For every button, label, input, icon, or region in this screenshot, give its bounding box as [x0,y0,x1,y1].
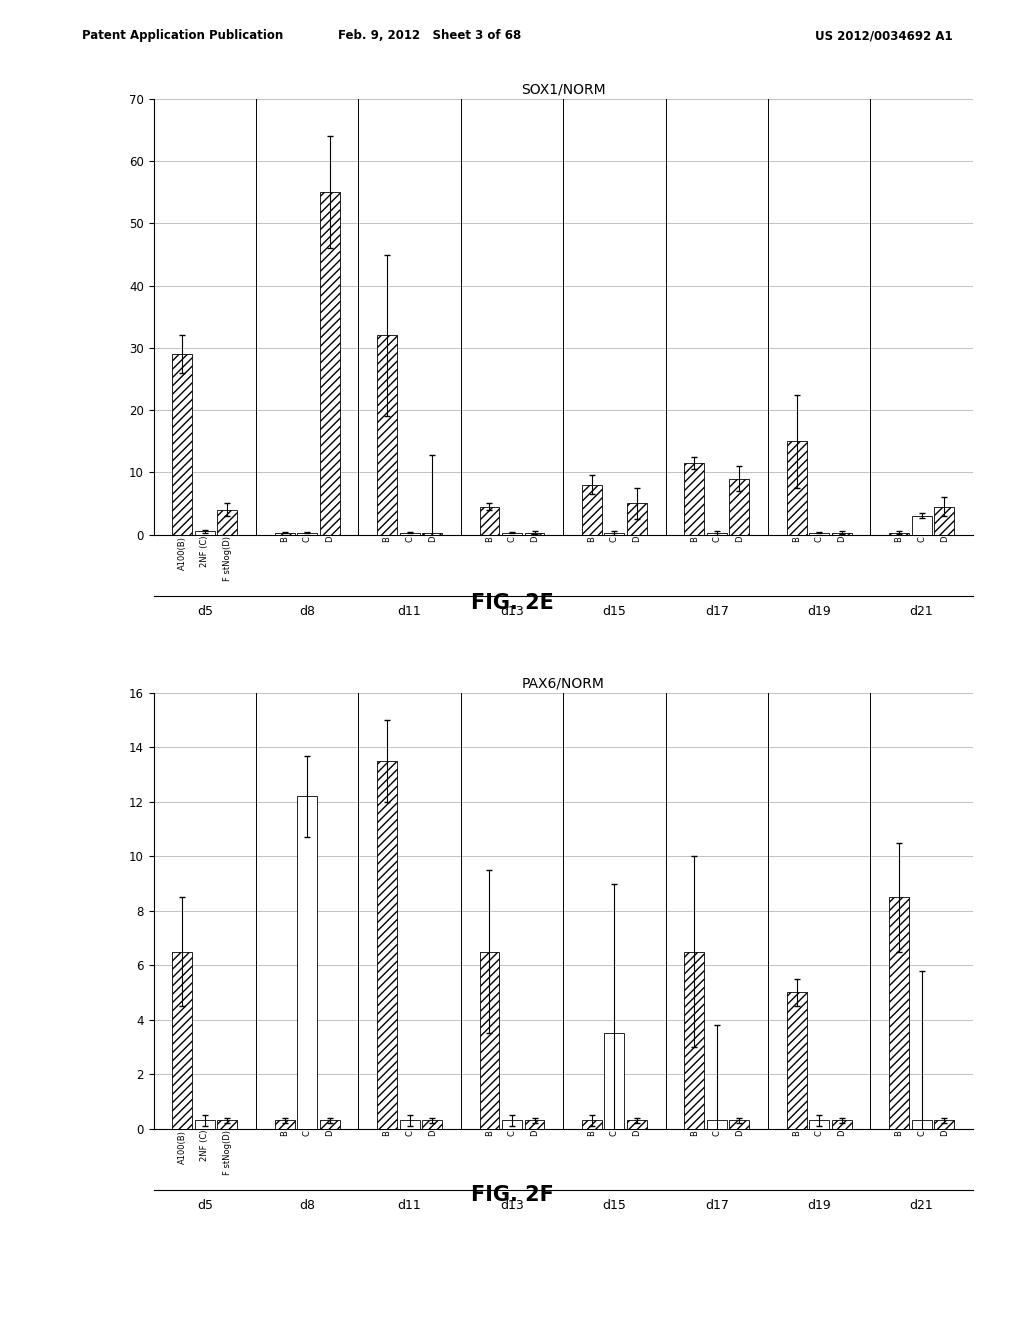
Text: FIG. 2E: FIG. 2E [471,593,553,614]
Bar [582,484,602,535]
Title: PAX6/NORM: PAX6/NORM [522,676,604,690]
Text: Patent Application Publication: Patent Application Publication [82,29,284,42]
Bar [729,479,750,535]
Bar [684,952,705,1129]
Bar [831,1121,852,1129]
Bar [934,507,954,535]
Bar [684,463,705,535]
Bar [889,898,909,1129]
Bar [172,952,193,1129]
Bar [707,533,727,535]
Bar [524,1121,545,1129]
Bar [377,762,397,1129]
Bar [399,1121,420,1129]
Bar [297,796,317,1129]
Bar [934,1121,954,1129]
Bar [479,507,500,535]
Bar [217,1121,238,1129]
Bar [502,533,522,535]
Bar [911,1121,932,1129]
Bar [479,952,500,1129]
Bar [627,1121,647,1129]
Bar [377,335,397,535]
Bar [319,1121,340,1129]
Bar [502,1121,522,1129]
Bar [786,441,807,535]
Bar [889,533,909,535]
Bar [707,1121,727,1129]
Text: Feb. 9, 2012   Sheet 3 of 68: Feb. 9, 2012 Sheet 3 of 68 [339,29,521,42]
Bar [399,533,420,535]
Bar [911,516,932,535]
Bar [809,533,829,535]
Bar [729,1121,750,1129]
Bar [422,533,442,535]
Bar [274,533,295,535]
Bar [809,1121,829,1129]
Bar [831,533,852,535]
Bar [422,1121,442,1129]
Bar [319,193,340,535]
Bar [195,532,215,535]
Bar [217,510,238,535]
Bar [627,503,647,535]
Bar [297,533,317,535]
Bar [172,354,193,535]
Bar [604,1034,625,1129]
Bar [604,533,625,535]
Bar [274,1121,295,1129]
Text: FIG. 2F: FIG. 2F [471,1184,553,1205]
Title: SOX1/NORM: SOX1/NORM [521,82,605,96]
Bar [582,1121,602,1129]
Bar [786,993,807,1129]
Bar [195,1121,215,1129]
Bar [524,533,545,535]
Text: US 2012/0034692 A1: US 2012/0034692 A1 [815,29,952,42]
